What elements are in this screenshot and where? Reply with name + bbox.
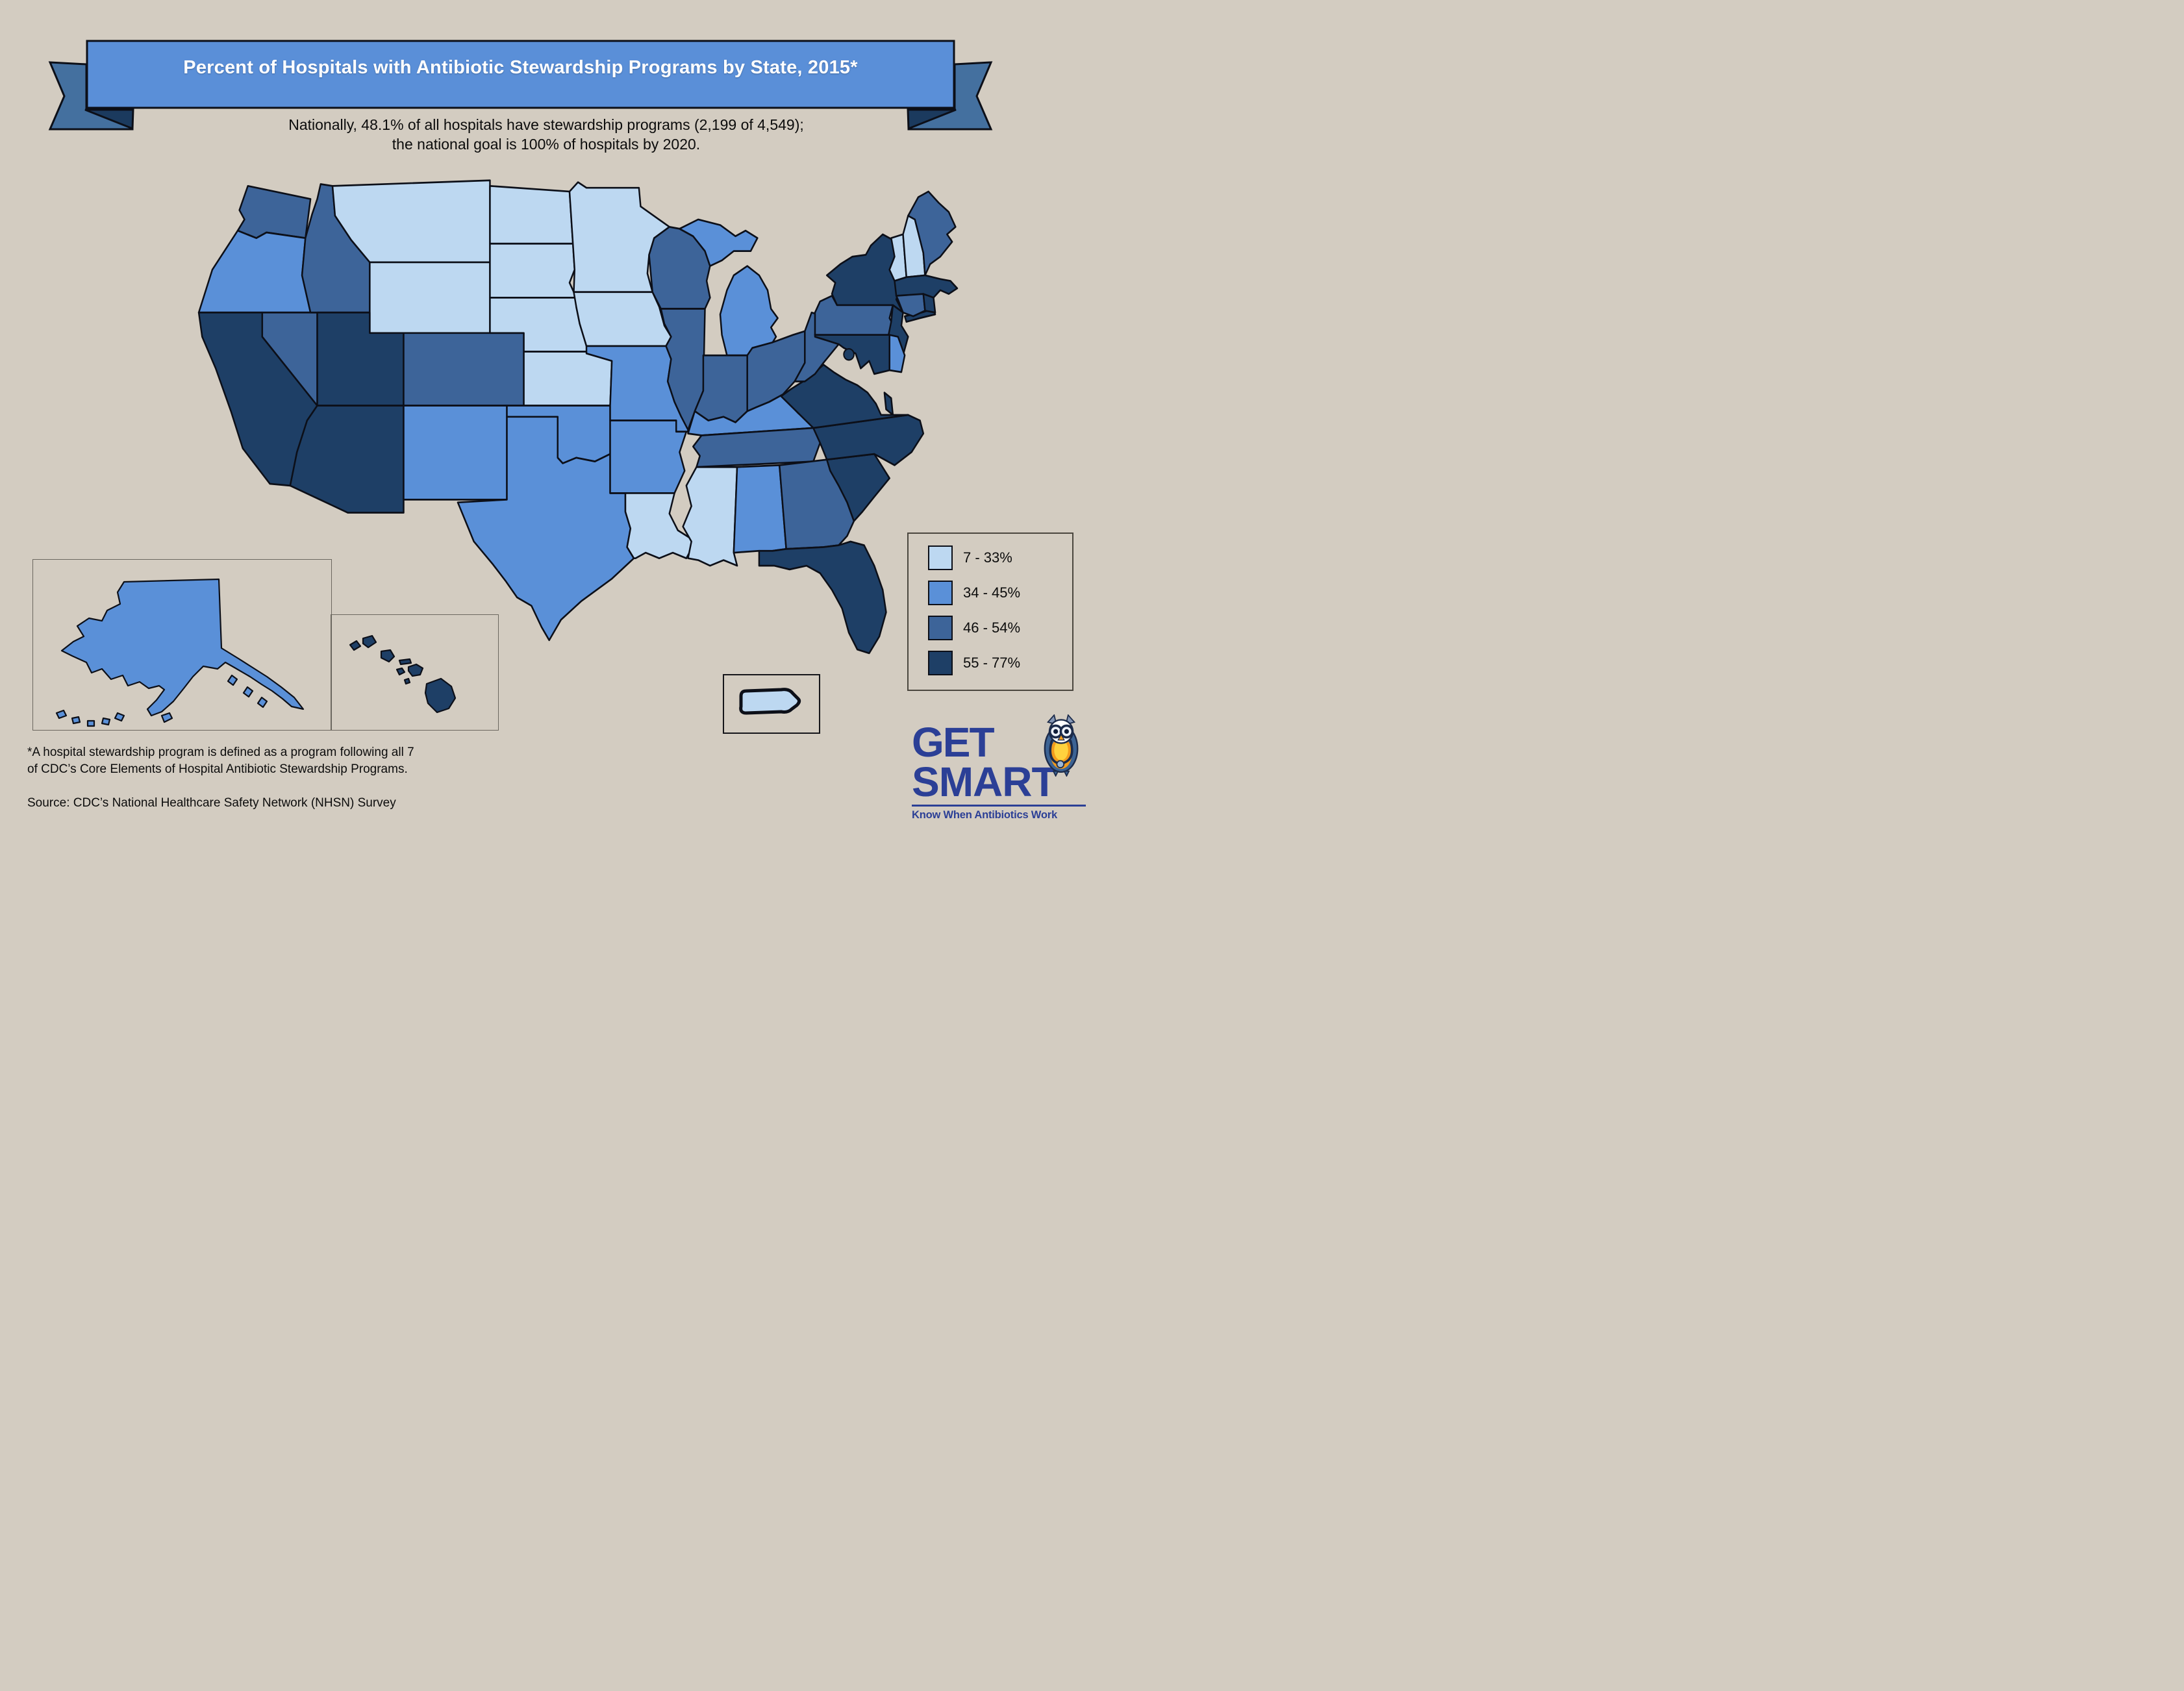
- alaska-inset-box: [32, 559, 332, 731]
- legend-label-3: 55 - 77%: [963, 655, 1021, 671]
- footnote-line2: of CDC’s Core Elements of Hospital Antib…: [27, 762, 408, 776]
- ribbon-plate: [86, 40, 955, 109]
- state-AK: [55, 578, 305, 727]
- subtitle-line2: the national goal is 100% of hospitals b…: [392, 135, 701, 153]
- legend-swatch-3: [928, 651, 953, 675]
- ribbon-fold-right: [907, 108, 957, 131]
- subtitle: Nationally, 48.1% of all hospitals have …: [0, 116, 1092, 155]
- legend-row-1: 34 - 45%: [928, 575, 1072, 610]
- us-choropleth-map: WashingtonOregonCaliforniaNevadaIdahoMon…: [197, 179, 959, 655]
- page-title: Percent of Hospitals with Antibiotic Ste…: [183, 57, 858, 78]
- legend-swatch-0: [928, 545, 953, 570]
- state-ME: Maine: [907, 190, 957, 277]
- state-AR: Arkansas: [609, 420, 688, 494]
- logo-tagline: Know When Antibiotics Work: [912, 808, 1057, 821]
- state-MI: Michigan: [679, 218, 779, 357]
- legend-label-2: 46 - 54%: [963, 620, 1021, 636]
- logo-rule: [912, 804, 1086, 807]
- logo-smart: SMART: [912, 758, 1057, 805]
- get-smart-logo: GET SMART Know When Antibiotics Work: [912, 714, 1086, 821]
- legend-label-0: 7 - 33%: [963, 549, 1012, 566]
- hawaii-inset-box: [331, 614, 499, 731]
- state-NC: North Carolina: [812, 414, 925, 466]
- legend-items: 7 - 33% 34 - 45% 46 - 54% 55 - 77%: [928, 540, 1072, 681]
- state-NM: New Mexico: [403, 405, 508, 501]
- legend-swatch-2: [928, 616, 953, 640]
- title-ribbon: [48, 40, 993, 131]
- state-VA: Virginia: [780, 364, 909, 429]
- states-layer: WashingtonOregonCaliforniaNevadaIdahoMon…: [197, 179, 959, 655]
- state-WY: Wyoming: [369, 261, 491, 334]
- state-CO: Colorado: [403, 332, 525, 407]
- source-note: Source: CDC’s National Healthcare Safety…: [27, 796, 396, 810]
- state-HI: [349, 634, 457, 714]
- state-PR: [739, 688, 801, 715]
- puerto-rico-inset-box: [723, 674, 820, 734]
- state-FL: Florida: [758, 540, 887, 655]
- legend: 7 - 33% 34 - 45% 46 - 54% 55 - 77%: [907, 532, 1073, 691]
- state-TN: Tennessee: [692, 427, 822, 468]
- infographic-page: Percent of Hospitals with Antibiotic Ste…: [0, 0, 1092, 846]
- state-SC: South Carolina: [825, 453, 890, 522]
- legend-row-2: 46 - 54%: [928, 610, 1072, 645]
- state-SD: South Dakota: [489, 242, 577, 299]
- footnote-line1: *A hospital stewardship program is defin…: [27, 745, 414, 759]
- state-IN: Indiana: [694, 354, 748, 423]
- state-MD: Maryland: [814, 334, 890, 375]
- state-ND: North Dakota: [489, 184, 574, 245]
- state-DC: [843, 348, 855, 361]
- footnote: *A hospital stewardship program is defin…: [27, 744, 534, 777]
- subtitle-line1: Nationally, 48.1% of all hospitals have …: [288, 116, 804, 133]
- state-RI: Rhode Island: [922, 293, 936, 314]
- state-TX: Texas: [457, 416, 635, 642]
- legend-label-1: 34 - 45%: [963, 584, 1021, 601]
- owl-icon: [1044, 714, 1079, 777]
- ribbon-fold-left: [84, 108, 134, 131]
- state-KS: Kansas: [523, 351, 613, 407]
- logo-get: GET: [912, 719, 995, 766]
- legend-row-3: 55 - 77%: [928, 645, 1072, 681]
- state-WA: Washington: [236, 184, 312, 239]
- legend-row-0: 7 - 33%: [928, 540, 1072, 575]
- state-LA: Louisiana: [624, 492, 706, 560]
- state-OR: Oregon: [197, 229, 312, 314]
- state-AZ: Arizona: [289, 405, 405, 514]
- state-MS: Mississippi: [682, 466, 738, 567]
- legend-swatch-1: [928, 581, 953, 605]
